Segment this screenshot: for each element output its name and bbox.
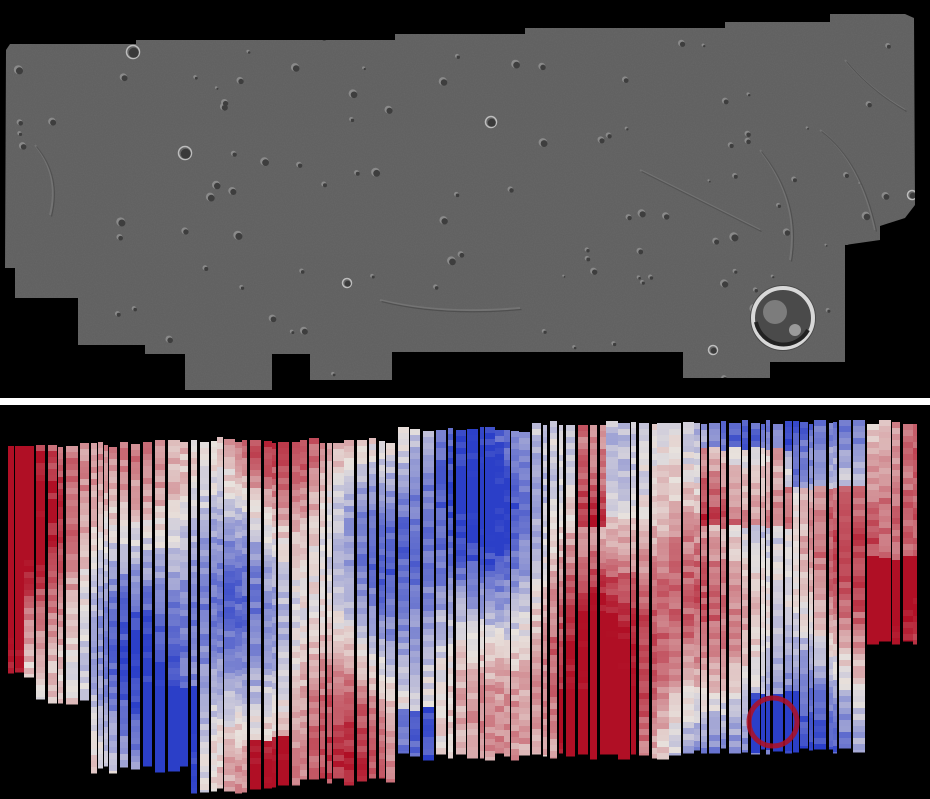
relief-map-svg [5, 14, 915, 390]
color-strips [8, 420, 917, 794]
large-crater [750, 285, 816, 351]
color-map-panel [0, 405, 930, 799]
color-map-svg [8, 420, 917, 794]
relief-map-panel [0, 0, 930, 398]
panel-separator [0, 398, 930, 405]
